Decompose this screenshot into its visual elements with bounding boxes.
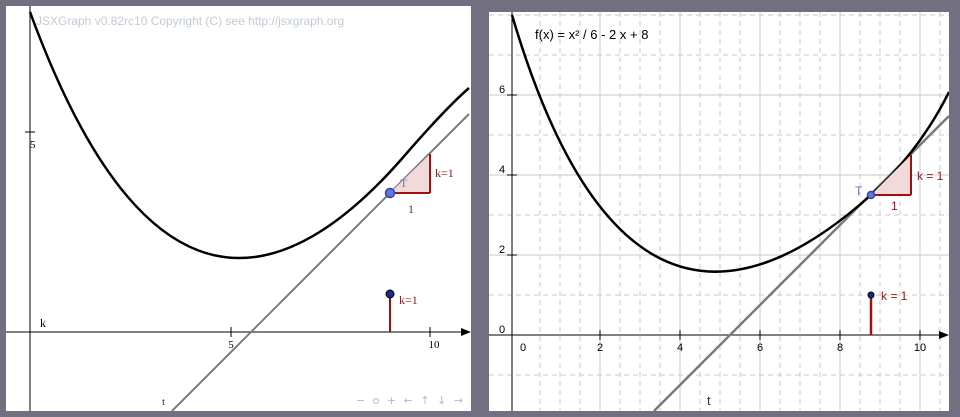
right-slope-run-label: 1: [891, 199, 898, 213]
left-slope-marker-point[interactable]: [385, 289, 395, 299]
right-y-tick-label-0: 0: [499, 324, 505, 336]
right-plot-canvas: 0 2 4 6 8 10 0 2 4 6 f(x) = x² / 6 - 2 x…: [489, 12, 949, 411]
right-x-axis-arrow: [939, 331, 949, 339]
right-y-tick-label-6: 6: [499, 84, 505, 96]
right-slope-triangle: [871, 155, 911, 195]
left-point-t[interactable]: [384, 187, 396, 199]
left-parabola-curve[interactable]: [28, 11, 470, 260]
left-slope-marker-label: k=1: [399, 293, 418, 307]
right-x-tick-label-4: 4: [677, 342, 683, 354]
right-tangent-label: t: [707, 393, 711, 408]
left-plot-canvas: 5 10 5 k t T 1 k=1 k=1: [6, 6, 471, 411]
right-grid: [489, 12, 949, 411]
function-label: f(x) = x² / 6 - 2 x + 8: [535, 27, 648, 42]
right-ticks: [507, 94, 921, 340]
right-point-t[interactable]: [866, 190, 876, 200]
zoom-in-button[interactable]: +: [386, 394, 398, 407]
left-tangent-label: t: [162, 396, 165, 408]
left-y-tick-label-5: 5: [30, 139, 36, 151]
left-point-label: T: [400, 176, 408, 190]
right-x-tick-label-2: 2: [597, 342, 603, 354]
left-tangent-line[interactable]: [171, 113, 470, 411]
left-x-tick-label-10: 10: [429, 339, 441, 351]
right-x-tick-label-10: 10: [914, 342, 926, 354]
right-y-tick-label-2: 2: [499, 244, 505, 256]
pan-up-button[interactable]: ↑: [420, 394, 431, 407]
left-slope-run-label: 1: [408, 202, 414, 216]
pan-right-button[interactable]: →: [453, 394, 464, 407]
left-x-axis-arrow: [461, 328, 471, 336]
pan-down-button[interactable]: ↓: [437, 394, 448, 407]
right-y-tick-label-4: 4: [499, 164, 505, 176]
jsxgraph-copyright: JSXGraph v0.82rc10 Copyright (C) see htt…: [36, 14, 345, 28]
left-jsxgraph-board[interactable]: 5 10 5 k t T 1 k=1 k=1 JSXGraph v0.82rc1…: [6, 6, 471, 411]
left-x-tick-label-5: 5: [228, 339, 234, 351]
right-point-label: T: [855, 184, 863, 198]
right-x-tick-label-6: 6: [757, 342, 763, 354]
right-plot-board[interactable]: 0 2 4 6 8 10 0 2 4 6 f(x) = x² / 6 - 2 x…: [489, 12, 949, 411]
zoom-out-button[interactable]: −: [355, 394, 367, 407]
right-slope-rise-label: k = 1: [917, 169, 944, 183]
board-navigation-bar: − o + ← ↑ ↓ →: [355, 394, 465, 407]
right-slope-marker-point[interactable]: [867, 291, 875, 299]
left-slope-triangle: [390, 154, 430, 193]
right-slope-marker-label: k = 1: [881, 289, 908, 303]
left-axis-point-label: k: [40, 316, 46, 330]
left-slope-rise-label: k=1: [435, 166, 454, 180]
pan-left-button[interactable]: ←: [403, 394, 414, 407]
zoom-reset-button[interactable]: o: [372, 394, 381, 407]
right-x-tick-label-8: 8: [837, 342, 843, 354]
right-parabola-curve[interactable]: [510, 14, 949, 273]
right-x-tick-label-0: 0: [520, 342, 526, 354]
right-grid-major: [489, 12, 949, 411]
